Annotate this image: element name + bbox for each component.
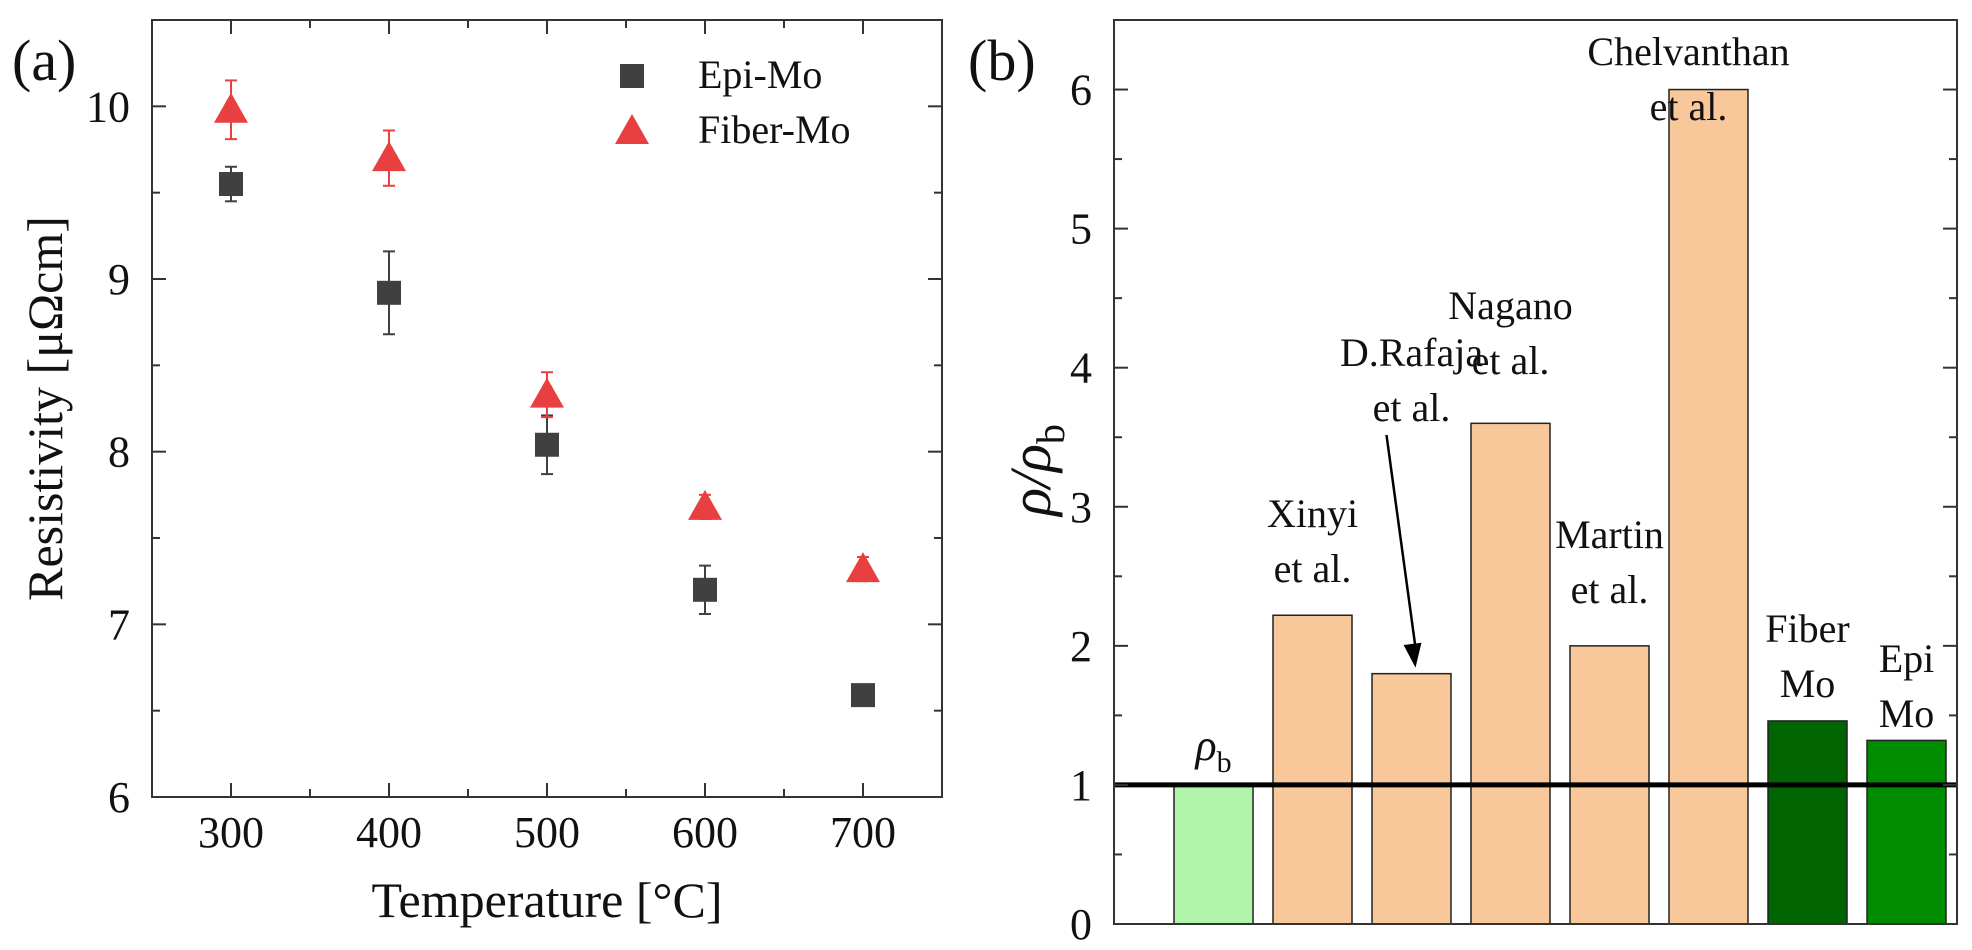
bar-label: Martin [1555,512,1664,557]
y-axis-label: Resistivity [μΩcm] [17,216,73,601]
bar-label: Mo [1780,661,1836,706]
legend: Epi-Mo Fiber-Mo [615,52,851,152]
series-fiber-mo [214,79,880,583]
data-point-triangle [846,552,880,583]
panel-label-b: (b) [968,28,1036,93]
x-tick-label: 500 [514,808,580,857]
bar-label: D.Rafaja [1340,330,1484,375]
bar-label: et al. [1373,385,1451,430]
data-point-triangle [372,141,406,172]
x-tick-label: 700 [830,808,896,857]
y-tick-label: 4 [1070,344,1092,393]
x-tick-label: 300 [198,808,264,857]
annotation-arrow-shaft [1385,434,1417,648]
y-axis-label-subscript: b [1028,424,1073,444]
bar-label: Xinyi [1267,491,1358,536]
data-point-square [377,280,401,305]
y-tick-label: 8 [108,428,130,477]
bar--b [1173,784,1254,925]
bar-chelvanthan-et-al- [1668,88,1749,925]
data-point-square [219,172,243,197]
bar-label: ρb [1193,721,1231,779]
legend-marker-square [620,64,644,88]
x-tick-label: 400 [356,808,422,857]
panel-b-frame [1113,19,1958,925]
y-tick-label: 5 [1070,205,1092,254]
bar-label: Chelvanthan [1587,29,1789,74]
bar-epi-mo [1866,739,1947,925]
data-point-square [535,432,559,457]
y-tick-label: 2 [1070,622,1092,671]
data-point-square [851,683,875,708]
bar-d-rafaja-et-al- [1371,672,1452,925]
data-point-square [693,577,717,602]
legend-label: Epi-Mo [698,52,822,97]
bar-label: et al. [1274,546,1352,591]
bar-label-rho: ρ [1193,721,1216,770]
bar-fiber-mo [1767,720,1848,925]
data-point-triangle [214,92,248,123]
annotation-arrow-head [1403,642,1422,668]
y-tick-label: 7 [108,600,130,649]
y-tick-label: 10 [86,82,130,131]
y-tick-label: 9 [108,255,130,304]
y-tick-label: 0 [1070,900,1092,945]
panel-label-a: (a) [12,28,76,93]
bar-label: et al. [1571,567,1649,612]
y-axis-label-main: ρ/ρ [998,444,1063,518]
y-tick-label: 6 [108,773,130,822]
bar-label: Fiber [1765,606,1849,651]
bar-xinyi-et-al- [1272,614,1353,925]
y-tick-label: 1 [1070,761,1092,810]
legend-label: Fiber-Mo [698,107,851,152]
y-tick-label: 3 [1070,483,1092,532]
y-tick-label: 6 [1070,66,1092,115]
bar-label: et al. [1472,338,1550,383]
series-epi-mo [219,165,875,708]
bar-label-subscript: b [1217,746,1232,779]
y-axis-label: ρ/ρb [998,424,1073,518]
data-point-triangle [530,377,564,408]
bar-label: Epi [1879,636,1935,681]
x-axis-label: Temperature [°C] [371,872,722,928]
data-point-triangle [688,489,722,520]
bar-label: Mo [1879,691,1935,736]
legend-marker-triangle [615,114,649,144]
x-tick-label: 600 [672,808,738,857]
bar-label: Nagano [1448,283,1572,328]
bar-nagano-et-al- [1470,422,1551,925]
panel-a-resistivity-scatter: 300 400 500 600 700 6 7 8 9 10 Temperature [°C] Res… [12,19,943,928]
bar-label: et al. [1650,84,1728,129]
